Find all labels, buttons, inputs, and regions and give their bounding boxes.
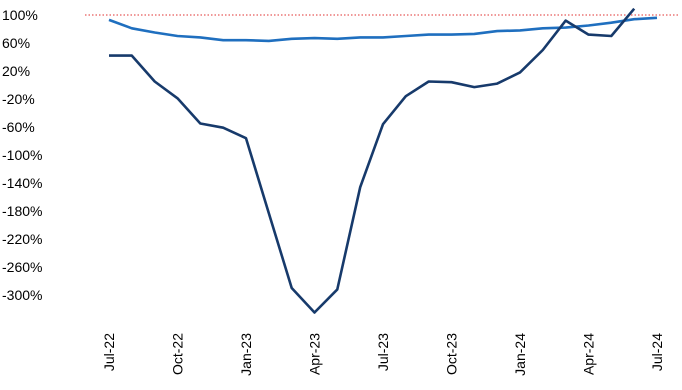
x-tick-label: Apr-24 (581, 333, 597, 375)
x-tick-label: Jul-24 (649, 333, 665, 371)
x-tick-label: Jul-22 (101, 333, 117, 371)
x-tick-label: Apr-23 (307, 333, 323, 375)
x-tick-label: Jan-24 (512, 333, 528, 376)
series-lines (108, 7, 658, 314)
y-axis-tick-labels: 100% 60% 20% -20% -60% -100% -140% -180% -220% -2… (2, 7, 42, 303)
y-tick-label: 100% (2, 7, 38, 23)
y-tick-label: -60% (2, 119, 35, 135)
y-tick-label: -180% (2, 203, 42, 219)
y-tick-label: -140% (2, 175, 42, 191)
x-tick-label: Oct-23 (444, 333, 460, 375)
y-tick-label: 20% (2, 63, 30, 79)
y-tick-label: -260% (2, 259, 42, 275)
y-tick-label: -20% (2, 91, 35, 107)
y-tick-label: -100% (2, 147, 42, 163)
x-tick-label: Jan-23 (238, 333, 254, 376)
y-tick-label: -220% (2, 231, 42, 247)
x-axis-tick-labels: Jul-22 Oct-22 Jan-23 Apr-23 Jul-23 Oct-23 Jan-… (101, 333, 665, 376)
series-line-1 (108, 16, 658, 43)
y-tick-label: -300% (2, 287, 42, 303)
x-tick-label: Oct-22 (170, 333, 186, 375)
series-line-2 (109, 7, 636, 314)
x-tick-label: Jul-23 (375, 333, 391, 371)
y-tick-label: 60% (2, 35, 30, 51)
